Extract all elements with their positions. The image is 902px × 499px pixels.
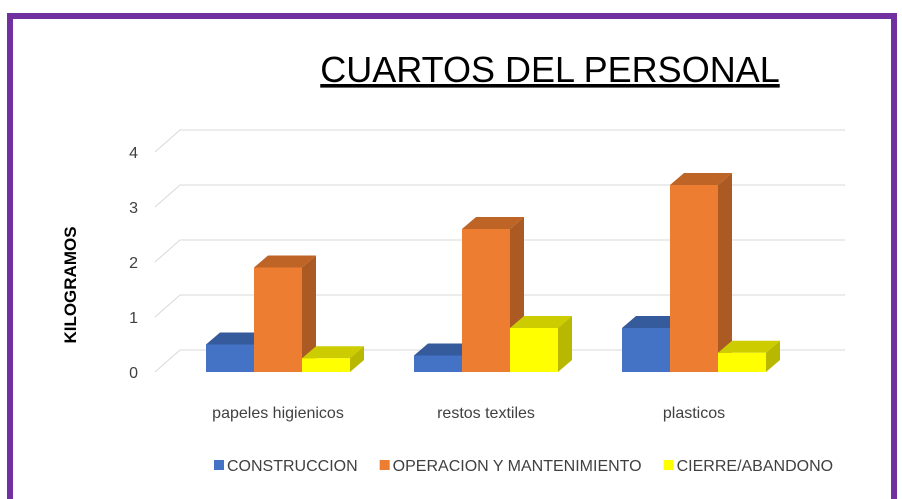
bar-top [510,316,572,328]
bar-top [462,217,524,229]
bar [254,267,302,372]
frame [7,13,897,499]
legend-label: CIERRE/ABANDONO [677,458,833,475]
bar-top [206,332,268,345]
chart-title: CUARTOS DEL PERSONAL [320,49,779,90]
y-tick-label: 2 [129,255,138,272]
grid-line [154,294,845,318]
bar [206,344,254,372]
bar-top [622,316,684,328]
grid-line [154,129,845,153]
bar-side [558,316,572,372]
x-tick-label: restos textiles [437,405,535,422]
bar-side [766,340,780,372]
bar-side [718,173,732,372]
bar-top [254,255,316,268]
y-tick-label: 4 [129,145,138,162]
bar-side [350,346,364,372]
bar-top [414,343,476,356]
bar [718,352,766,372]
y-tick-label: 1 [129,310,138,327]
y-tick-label: 3 [129,200,138,217]
legend-label: CONSTRUCCION [227,458,358,475]
bar [510,328,558,372]
legend-swatch [379,460,390,470]
bar [462,229,510,372]
grid-line [154,239,845,263]
bar [302,358,350,372]
grid-line [154,184,845,208]
legend-swatch [214,460,224,470]
bar-side [302,255,316,372]
x-tick-label: plasticos [663,405,725,422]
bar-top [302,346,364,359]
x-tick-label: papeles higienicos [212,405,344,422]
y-axis-label: KILOGRAMOS [61,226,80,343]
bar [622,328,670,372]
bar-top [670,173,732,185]
legend-label: OPERACION Y MANTENIMIENTO [393,458,642,475]
legend-swatch [663,460,674,470]
bar [414,355,462,372]
y-tick-label: 0 [129,365,138,382]
bar-top [718,340,780,353]
bar [670,185,718,372]
